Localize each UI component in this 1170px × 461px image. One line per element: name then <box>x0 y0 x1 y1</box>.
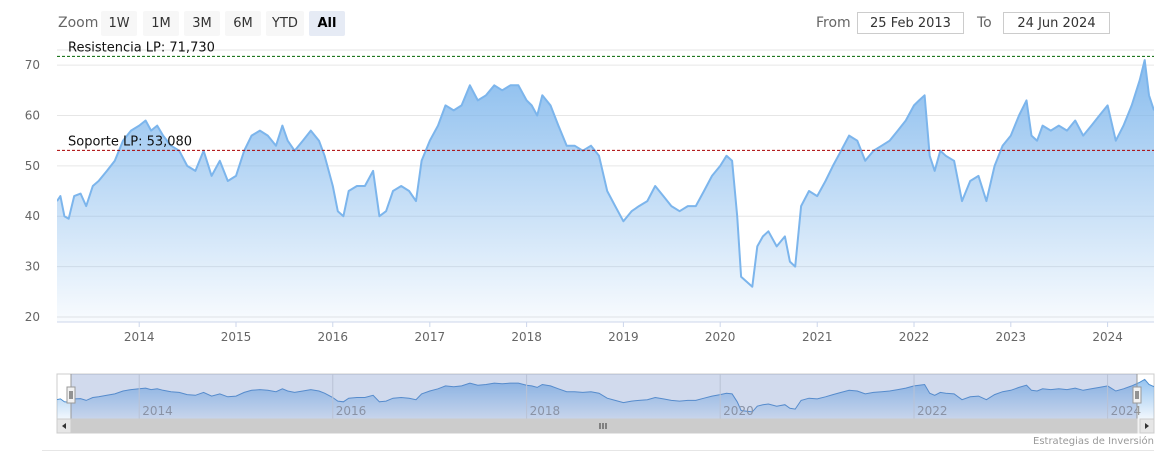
y-tick-label: 70 <box>25 58 40 72</box>
x-tick-label: 2017 <box>415 330 446 344</box>
from-date-input[interactable]: 25 Feb 2013 <box>857 12 964 34</box>
zoom-3m-button[interactable]: 3M <box>184 11 220 36</box>
x-tick-label: 2016 <box>318 330 349 344</box>
navigator-tick-label: 2020 <box>723 404 754 418</box>
y-tick-label: 30 <box>25 260 40 274</box>
credit-text: Estrategias de Inversión <box>1033 436 1154 447</box>
range-selector: Zoom 1W 1M 3M 6M YTD All From 25 Feb 201… <box>0 0 1170 50</box>
navigator-tick-label: 2024 <box>1111 404 1142 418</box>
x-tick-label: 2023 <box>996 330 1027 344</box>
to-date-input[interactable]: 24 Jun 2024 <box>1003 12 1110 34</box>
x-axis: 2014 2015 2016 2017 2018 2019 2020 2021 2022 2023… <box>57 321 1154 344</box>
resistance-label: Resistencia LP: 71,730 <box>68 40 215 55</box>
x-tick-label: 2022 <box>899 330 930 344</box>
arrow-left-icon <box>62 423 66 429</box>
y-tick-label: 20 <box>25 310 40 324</box>
x-tick-label: 2014 <box>124 330 155 344</box>
y-tick-label: 50 <box>25 159 40 173</box>
handle-body <box>66 386 76 404</box>
x-tick-label: 2015 <box>221 330 252 344</box>
x-tick-label: 2024 <box>1092 330 1123 344</box>
y-tick-label: 60 <box>25 108 40 122</box>
navigator-selection <box>71 374 1137 419</box>
arrow-right-icon <box>1145 423 1149 429</box>
zoom-1m-button[interactable]: 1M <box>143 11 179 36</box>
from-label: From <box>816 15 851 31</box>
to-label: To <box>977 15 992 31</box>
scrollbar-thumb <box>70 418 1138 434</box>
navigator-handle-right[interactable] <box>1132 386 1142 404</box>
scrollbar[interactable] <box>56 418 1155 434</box>
y-axis: 20 30 40 50 60 70 <box>25 58 40 324</box>
navigator-series-group <box>57 378 1154 419</box>
navigator-tick-label: 2016 <box>336 404 367 418</box>
zoom-all-button[interactable]: All <box>309 11 345 36</box>
handle-body <box>1132 386 1142 404</box>
y-tick-label: 40 <box>25 209 40 223</box>
navigator-tick-label: 2022 <box>917 404 948 418</box>
x-tick-label: 2020 <box>705 330 736 344</box>
navigator[interactable]: 2014 2016 2018 2020 2022 2024 <box>56 373 1155 434</box>
bottom-divider <box>42 450 1154 451</box>
support-label: Soporte LP: 53,080 <box>68 134 192 149</box>
series-line <box>57 59 1154 288</box>
x-tick-label: 2018 <box>511 330 542 344</box>
navigator-handle-left[interactable] <box>66 386 76 404</box>
navigator-line <box>57 378 1154 413</box>
zoom-ytd-button[interactable]: YTD <box>266 11 304 36</box>
series-area <box>57 60 1154 322</box>
navigator-tick-label: 2014 <box>142 404 173 418</box>
zoom-6m-button[interactable]: 6M <box>225 11 261 36</box>
navigator-area <box>57 379 1154 419</box>
navigator-tick-label: 2018 <box>530 404 561 418</box>
x-tick-label: 2019 <box>608 330 639 344</box>
zoom-1w-button[interactable]: 1W <box>101 11 137 36</box>
plot-lines: Resistencia LP: 71,730 Soporte LP: 53,080 <box>57 40 1154 151</box>
zoom-label: Zoom <box>58 15 99 31</box>
plot-area <box>57 59 1154 322</box>
x-tick-label: 2021 <box>802 330 833 344</box>
